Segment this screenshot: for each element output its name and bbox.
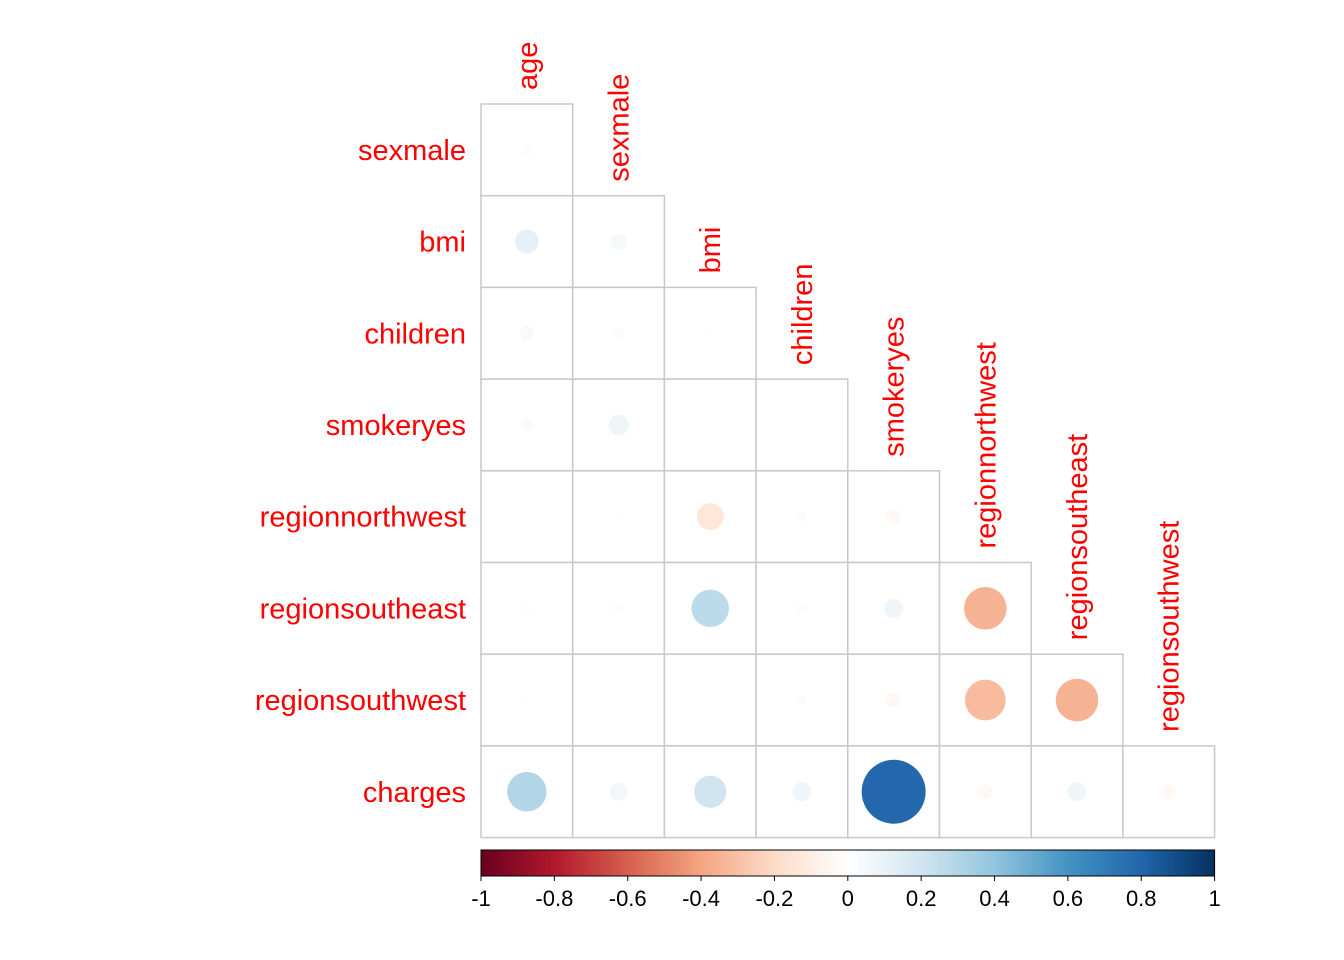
colorbar-tick-label: -0.8 <box>535 886 573 911</box>
colorbar-tick-label: 0.2 <box>906 886 937 911</box>
row-label: regionsouthwest <box>255 685 466 717</box>
matrix-cell <box>938 653 1032 747</box>
correlation-circle <box>978 784 993 799</box>
column-label: smokeryes <box>879 317 911 457</box>
column-label: regionnorthwest <box>970 342 1002 548</box>
correlation-circle <box>964 587 1007 630</box>
colorbar-gradient <box>480 849 1216 877</box>
correlation-circles <box>507 144 1176 824</box>
matrix-cells <box>480 103 1216 839</box>
matrix-cell <box>571 561 666 655</box>
colorbar: -1 -0.8 -0.6 -0.4 -0.2 0 0.2 0.4 0.6 0.8 1 <box>471 849 1221 911</box>
correlation-circle <box>706 329 714 337</box>
colorbar-tick-label: 1 <box>1208 886 1220 911</box>
row-label: children <box>364 318 466 350</box>
colorbar-tick-label: 0.8 <box>1126 886 1157 911</box>
correlation-circle <box>523 604 531 612</box>
column-label: regionsoutheast <box>1062 434 1094 640</box>
colorbar-tick-label: -0.4 <box>682 886 720 911</box>
correlation-circle <box>886 509 901 524</box>
correlation-circle <box>609 782 628 801</box>
correlation-circle <box>861 759 926 824</box>
row-label: sexmale <box>358 135 466 167</box>
correlation-circle <box>520 418 534 432</box>
row-label: regionnorthwest <box>260 502 466 534</box>
colorbar-tick-label: 0.4 <box>979 886 1010 911</box>
column-label: sexmale <box>604 74 636 182</box>
matrix-cell <box>755 378 849 472</box>
column-label: children <box>787 264 819 366</box>
matrix-cell <box>571 378 666 472</box>
correlation-circle <box>507 772 547 812</box>
row-label: regionsoutheast <box>260 593 466 625</box>
matrix-cell <box>571 653 666 747</box>
matrix-cell <box>663 653 757 747</box>
colorbar-tick-label: -1 <box>471 886 491 911</box>
colorbar-tick-label: 0.6 <box>1053 886 1084 911</box>
matrix-cell <box>663 378 757 472</box>
correlation-circle <box>792 782 812 802</box>
row-label: smokeryes <box>326 410 466 442</box>
colorbar-tick-label: -0.6 <box>609 886 647 911</box>
correlation-circle <box>613 603 624 614</box>
correlation-circle <box>608 414 629 436</box>
correlation-circle <box>1161 784 1176 799</box>
correlation-circle <box>796 603 808 614</box>
row-label: charges <box>363 777 466 809</box>
column-label: age <box>512 42 544 90</box>
row-label: bmi <box>419 227 466 259</box>
correlation-circle <box>519 326 535 341</box>
correlation-circle <box>884 598 904 618</box>
correlation-circle <box>691 589 729 628</box>
colorbar-tick-label: 0 <box>842 886 854 911</box>
correlation-circle <box>694 775 727 808</box>
correlation-circle <box>610 233 627 250</box>
correlation-circle <box>796 511 808 522</box>
correlation-circle <box>1055 678 1099 722</box>
correlation-circle <box>696 503 724 531</box>
correlation-circle <box>614 513 623 521</box>
correlation-circle <box>514 229 539 254</box>
column-label: bmi <box>695 227 727 274</box>
correlation-circle <box>796 694 808 706</box>
correlation-circle <box>521 144 532 155</box>
correlation-circle <box>613 328 624 339</box>
correlation-circle <box>1067 782 1087 802</box>
correlation-circle <box>964 679 1006 721</box>
column-label: regionsouthwest <box>1154 521 1186 732</box>
colorbar-tick-label: -0.2 <box>755 886 793 911</box>
row-labels: sexmale bmi children smokeryes regionnorthwe… <box>255 135 466 809</box>
correlation-circle <box>523 696 531 704</box>
correlation-circle <box>886 692 901 708</box>
matrix-cell <box>480 470 574 564</box>
column-labels: age sexmale bmi children smokeryes regionnort… <box>512 42 1186 732</box>
